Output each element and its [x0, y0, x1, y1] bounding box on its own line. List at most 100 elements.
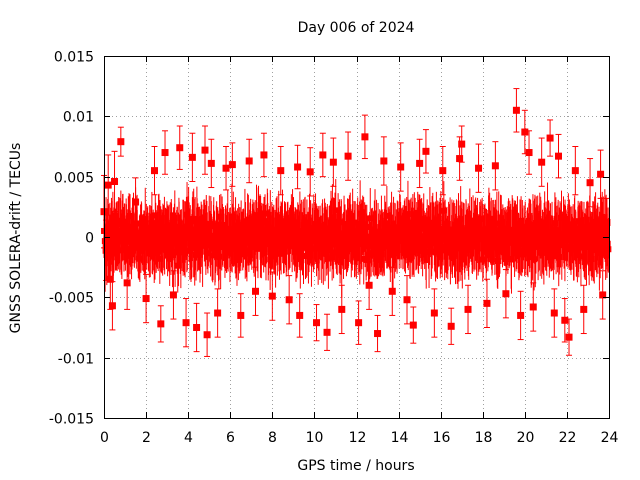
data-point: [456, 155, 464, 163]
y-axis-label: GNSS SOLERA-drift / TECUs: [8, 143, 24, 334]
data-point: [214, 309, 222, 317]
data-point: [361, 133, 369, 141]
data-point: [126, 238, 133, 245]
x-tick-label: 18: [475, 430, 493, 446]
data-point: [383, 212, 390, 219]
data-point: [409, 321, 417, 329]
data-point: [252, 287, 259, 295]
data-point: [512, 106, 520, 114]
data-point: [342, 232, 349, 239]
x-tick-label: 22: [559, 430, 577, 446]
data-point: [142, 295, 150, 303]
data-point: [161, 149, 169, 157]
data-point: [318, 236, 325, 243]
data-point: [538, 158, 546, 166]
y-tick-label: -0.01: [58, 352, 94, 368]
data-point: [188, 153, 196, 161]
data-point: [549, 237, 556, 244]
data-point: [489, 243, 496, 250]
data-point: [449, 244, 456, 251]
data-point: [338, 305, 346, 313]
x-tick-label: 16: [433, 430, 451, 446]
data-point: [182, 319, 190, 327]
data-point: [555, 152, 562, 160]
data-point: [424, 216, 431, 223]
x-tick-label: 0: [100, 430, 109, 446]
data-point: [360, 227, 367, 234]
data-point: [207, 159, 215, 167]
data-point: [204, 250, 211, 257]
data-point: [550, 309, 558, 317]
data-point: [203, 331, 211, 339]
x-tick-label: 14: [391, 430, 409, 446]
x-tick-label: 6: [226, 430, 235, 446]
noise-band: [101, 179, 612, 298]
data-point: [461, 250, 468, 257]
x-tick-label: 4: [184, 430, 193, 446]
data-point: [558, 214, 565, 221]
data-point: [397, 163, 405, 171]
data-point: [439, 167, 447, 175]
data-point: [565, 333, 573, 341]
data-point: [294, 163, 302, 171]
data-point: [513, 236, 520, 243]
data-point: [518, 217, 525, 224]
data-point: [447, 249, 454, 256]
y-tick-label: 0: [85, 231, 94, 247]
data-point: [437, 250, 444, 257]
x-tick-label: 20: [517, 430, 535, 446]
data-point: [222, 164, 230, 172]
data-point: [416, 159, 424, 167]
data-point: [229, 227, 236, 234]
data-point: [403, 296, 411, 304]
data-point: [546, 134, 554, 142]
data-point: [422, 147, 430, 155]
data-point: [365, 281, 373, 289]
data-point: [277, 167, 285, 175]
data-point: [106, 275, 114, 283]
data-point: [123, 279, 131, 287]
data-point: [228, 161, 236, 169]
data-point: [171, 215, 178, 222]
data-point: [432, 228, 439, 235]
data-point: [310, 245, 317, 252]
data-point: [394, 250, 401, 257]
data-point: [518, 251, 525, 258]
data-point: [108, 302, 116, 310]
data-point: [323, 328, 331, 336]
data-point: [590, 247, 597, 254]
data-point: [495, 227, 502, 234]
data-point: [118, 237, 125, 244]
data-point: [521, 128, 529, 136]
data-point: [533, 220, 540, 227]
data-point: [297, 255, 304, 262]
data-point: [464, 305, 472, 313]
data-point: [367, 215, 374, 222]
data-point: [329, 158, 337, 166]
data-point: [306, 168, 314, 176]
data-point: [551, 244, 558, 251]
x-tick-label: 12: [349, 430, 367, 446]
data-point: [502, 290, 510, 298]
data-point: [604, 240, 611, 247]
data-point: [491, 162, 499, 170]
data-point: [222, 232, 229, 239]
data-point: [447, 322, 455, 330]
chart-title: Day 006 of 2024: [298, 20, 415, 36]
data-point: [572, 236, 579, 243]
data-point: [603, 219, 611, 227]
data-point: [151, 167, 158, 175]
data-layer: [100, 88, 612, 357]
data-point: [415, 247, 422, 254]
data-point: [338, 219, 345, 226]
data-point: [262, 228, 269, 235]
data-point: [355, 319, 363, 327]
x-tick-label: 24: [601, 430, 619, 446]
data-point: [237, 311, 245, 319]
data-point: [600, 232, 607, 239]
data-point: [116, 247, 123, 254]
data-point: [541, 219, 548, 226]
data-point: [483, 299, 491, 307]
data-point: [344, 152, 352, 160]
data-point: [176, 144, 184, 152]
